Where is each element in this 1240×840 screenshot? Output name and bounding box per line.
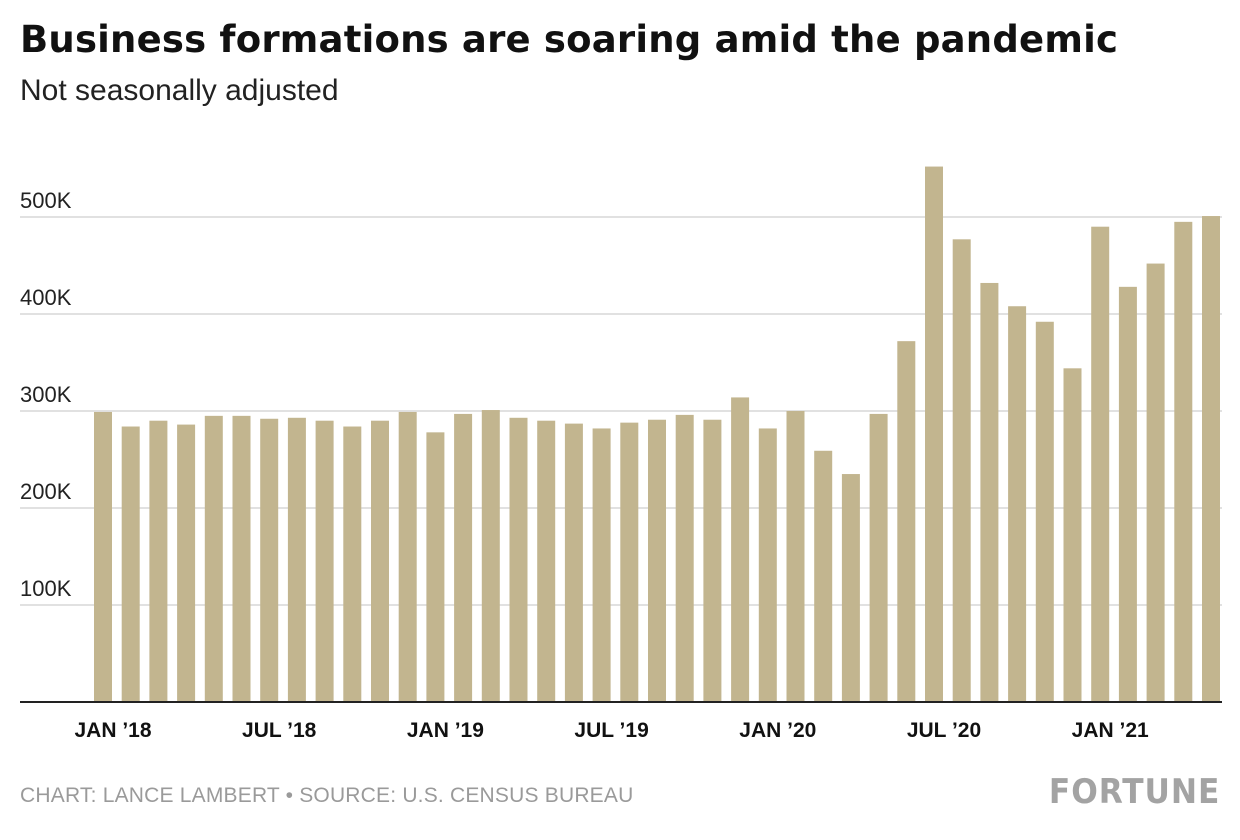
y-tick-label: 400K xyxy=(20,285,72,310)
y-tick-label: 300K xyxy=(20,382,72,407)
bar-2019-11 xyxy=(703,419,722,702)
bar-2018-01 xyxy=(94,411,112,702)
x-tick-label: JUL ’20 xyxy=(907,719,981,742)
bar-2018-10 xyxy=(343,426,362,702)
bar-2018-08 xyxy=(287,417,306,702)
bar-2018-06 xyxy=(232,415,251,702)
bar-2020-04 xyxy=(841,474,860,702)
bar-2018-09 xyxy=(315,420,334,702)
bar-2019-04 xyxy=(509,417,528,702)
bar-2020-05 xyxy=(869,413,888,702)
bar-2018-03 xyxy=(149,420,168,702)
bar-2020-03 xyxy=(814,450,833,702)
bar-2020-06 xyxy=(897,341,916,702)
bar-2018-02 xyxy=(121,426,140,702)
bar-2019-10 xyxy=(675,414,694,702)
bar-2020-11 xyxy=(1035,321,1054,702)
chart-subtitle: Not seasonally adjusted xyxy=(20,74,339,107)
y-tick-label: 100K xyxy=(20,576,72,601)
bar-2019-03 xyxy=(481,410,500,702)
bar-2020-01 xyxy=(758,428,777,702)
bar-2019-07 xyxy=(592,428,611,702)
bar-2020-09 xyxy=(980,282,999,702)
bar-2020-12 xyxy=(1063,368,1082,702)
bar-2019-01 xyxy=(426,432,445,702)
fortune-logo: FORTUNE xyxy=(1048,772,1220,812)
bar-2018-04 xyxy=(177,424,196,702)
y-tick-label: 200K xyxy=(20,479,72,504)
x-tick-label: JAN ’21 xyxy=(1072,719,1149,742)
bar-2019-08 xyxy=(620,422,639,702)
x-tick-label: JAN ’19 xyxy=(407,719,484,742)
source-credit: CHART: LANCE LAMBERT • SOURCE: U.S. CENS… xyxy=(20,784,634,807)
bar-2021-04 xyxy=(1174,221,1193,702)
y-tick-label: 500K xyxy=(20,188,72,213)
bar-2019-06 xyxy=(564,423,583,702)
bar-2018-07 xyxy=(260,418,279,702)
x-tick-label: JAN ’20 xyxy=(739,719,816,742)
bar-2020-02 xyxy=(786,411,805,702)
bar-2018-12 xyxy=(398,411,417,702)
bar-2019-12 xyxy=(731,397,750,702)
bar-2018-05 xyxy=(204,415,223,702)
chart-title: Business formations are soaring amid the… xyxy=(20,18,1119,61)
x-tick-label: JUL ’18 xyxy=(242,719,317,742)
bar-2020-07 xyxy=(925,166,943,702)
bar-2019-09 xyxy=(648,419,666,702)
bar-2020-10 xyxy=(1008,306,1027,702)
x-tick-label: JUL ’19 xyxy=(574,719,648,742)
bar-2021-01 xyxy=(1091,226,1110,702)
bar-2021-05 xyxy=(1202,216,1220,702)
bar-2021-02 xyxy=(1118,286,1137,702)
x-tick-label: JAN ’18 xyxy=(74,719,151,742)
bar-2021-03 xyxy=(1146,263,1165,702)
bar-2020-08 xyxy=(952,239,971,702)
bar-2019-05 xyxy=(537,420,556,702)
bar-2019-02 xyxy=(454,413,473,702)
bar-2018-11 xyxy=(371,420,389,702)
